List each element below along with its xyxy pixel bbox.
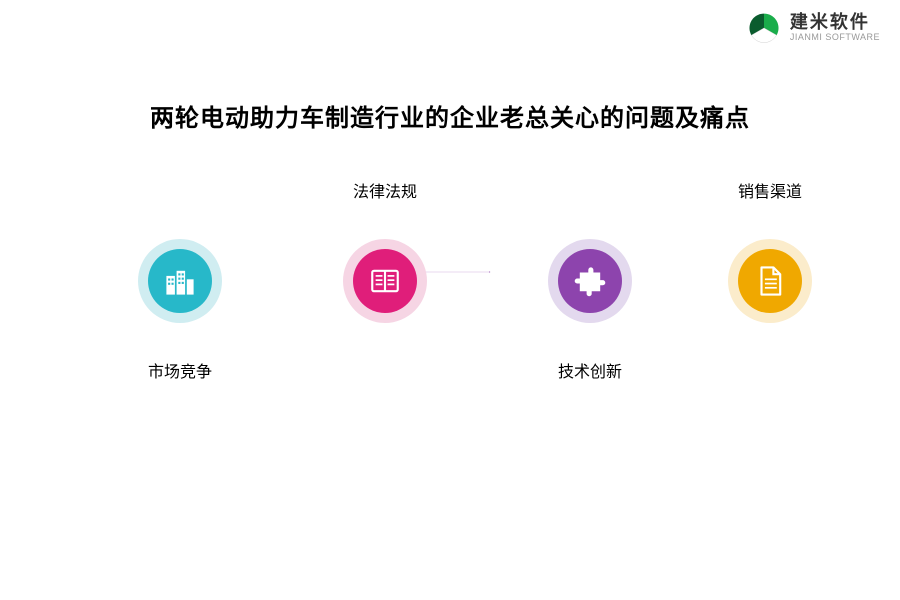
node-circle <box>738 249 802 313</box>
node-halo <box>343 239 427 323</box>
timeline-node <box>548 239 632 323</box>
node-circle <box>558 249 622 313</box>
logo-text-en: JIANMI SOFTWARE <box>790 33 880 43</box>
book-icon <box>368 264 402 298</box>
document-icon <box>753 264 787 298</box>
node-label: 法律法规 <box>353 178 417 202</box>
page-title: 两轮电动助力车制造行业的企业老总关心的问题及痛点 <box>0 98 900 133</box>
brand-logo: 建米软件 JIANMI SOFTWARE <box>746 10 880 46</box>
node-label: 技术创新 <box>558 358 622 382</box>
timeline-node <box>138 239 222 323</box>
logo-icon <box>746 10 782 46</box>
timeline-node <box>343 239 427 323</box>
node-circle <box>353 249 417 313</box>
node-label: 市场竞争 <box>148 358 212 382</box>
buildings-icon <box>163 264 197 298</box>
puzzle-icon <box>573 264 607 298</box>
node-circle <box>148 249 212 313</box>
node-halo <box>138 239 222 323</box>
timeline-node <box>728 239 812 323</box>
node-halo <box>728 239 812 323</box>
node-halo <box>548 239 632 323</box>
node-label: 销售渠道 <box>738 178 802 202</box>
logo-text-cn: 建米软件 <box>790 13 880 33</box>
